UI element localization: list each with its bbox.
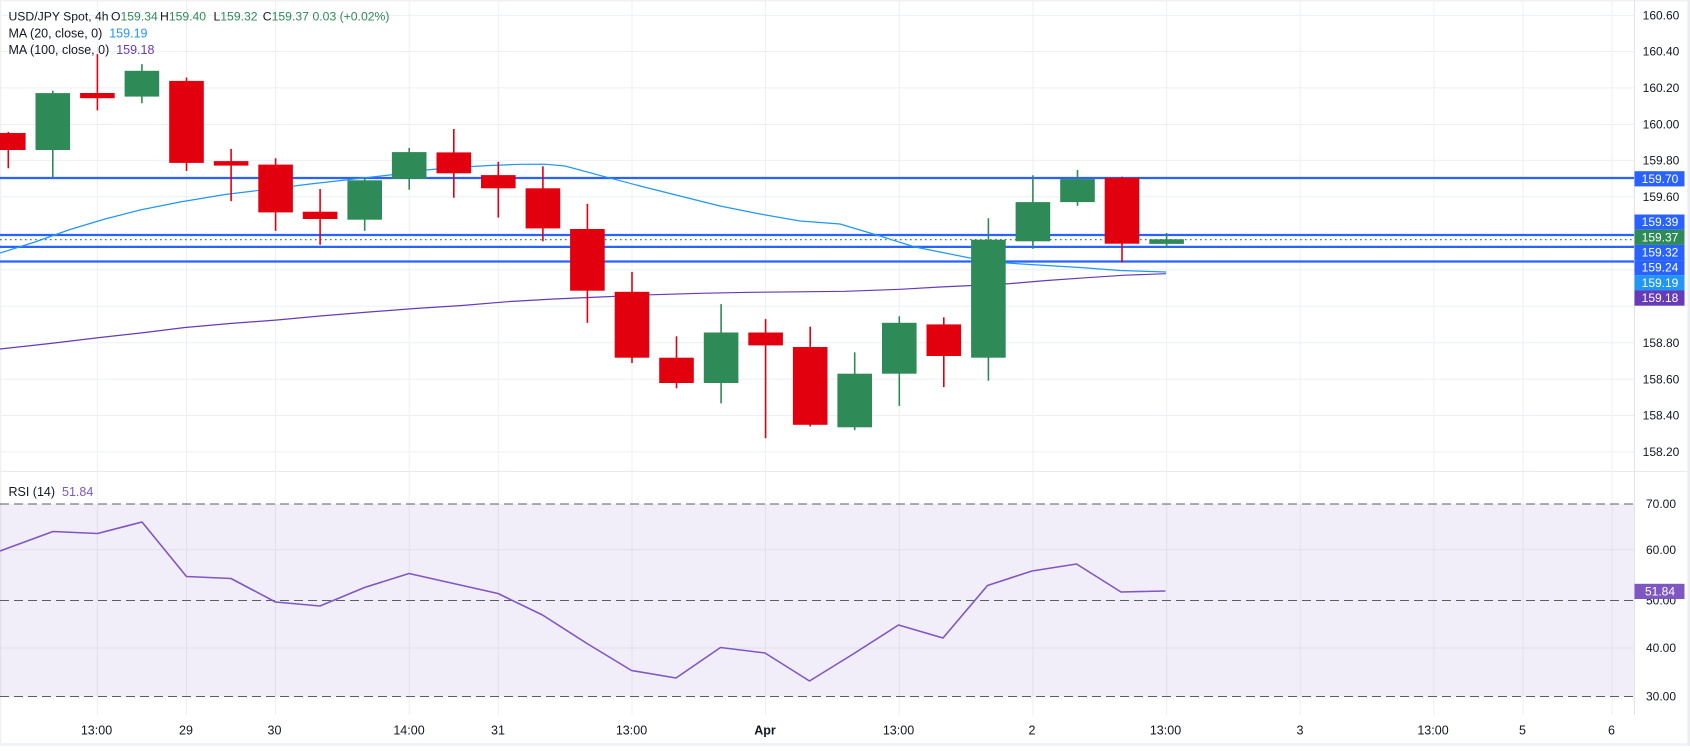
svg-text:MA (20, close, 0) 159.19: MA (20, close, 0) 159.19 — [9, 26, 148, 40]
svg-text:L159.32: L159.32 — [214, 10, 258, 24]
svg-text:USD/JPY Spot, 4h: USD/JPY Spot, 4h — [9, 10, 109, 24]
svg-text:158.60: 158.60 — [1643, 372, 1680, 386]
svg-text:31: 31 — [491, 724, 505, 738]
svg-text:6: 6 — [1608, 724, 1615, 738]
svg-text:159.39: 159.39 — [1642, 215, 1679, 229]
svg-text:13:00: 13:00 — [616, 724, 647, 738]
svg-text:158.40: 158.40 — [1643, 409, 1680, 423]
svg-text:H159.40: H159.40 — [160, 10, 206, 24]
svg-text:159.24: 159.24 — [1642, 261, 1679, 275]
svg-text:MA (100, close, 0) 159.18: MA (100, close, 0) 159.18 — [9, 43, 155, 57]
svg-text:159.32: 159.32 — [1642, 246, 1679, 260]
svg-text:14:00: 14:00 — [393, 724, 424, 738]
svg-text:O159.34: O159.34 — [111, 10, 158, 24]
svg-text:13:00: 13:00 — [1417, 724, 1448, 738]
svg-text:5: 5 — [1519, 724, 1526, 738]
svg-text:C159.37: C159.37 — [263, 10, 309, 24]
svg-text:160.00: 160.00 — [1643, 118, 1680, 132]
svg-text:159.80: 159.80 — [1643, 154, 1680, 168]
svg-text:159.70: 159.70 — [1642, 172, 1679, 186]
svg-text:13:00: 13:00 — [1150, 724, 1181, 738]
svg-text:160.40: 160.40 — [1643, 45, 1680, 59]
svg-text:30: 30 — [268, 724, 282, 738]
svg-text:30.00: 30.00 — [1646, 690, 1676, 704]
svg-text:70.00: 70.00 — [1646, 497, 1676, 511]
svg-text:40.00: 40.00 — [1646, 641, 1676, 655]
svg-text:13:00: 13:00 — [81, 724, 112, 738]
svg-text:13:00: 13:00 — [883, 724, 914, 738]
svg-text:51.84: 51.84 — [1645, 584, 1675, 598]
svg-text:60.00: 60.00 — [1646, 543, 1676, 557]
svg-text:158.80: 158.80 — [1643, 336, 1680, 350]
svg-text:159.19: 159.19 — [1642, 276, 1679, 290]
svg-text:160.60: 160.60 — [1643, 9, 1680, 23]
svg-text:159.18: 159.18 — [1642, 291, 1679, 305]
svg-text:Apr: Apr — [754, 724, 776, 738]
svg-text:3: 3 — [1297, 724, 1304, 738]
svg-text:158.20: 158.20 — [1643, 445, 1680, 459]
svg-text:159.60: 159.60 — [1643, 190, 1680, 204]
svg-text:RSI (14) 51.84: RSI (14) 51.84 — [9, 485, 94, 499]
svg-text:159.37: 159.37 — [1642, 230, 1679, 244]
svg-text:2: 2 — [1029, 724, 1036, 738]
svg-text:0.03 (+0.02%): 0.03 (+0.02%) — [313, 10, 390, 24]
svg-text:29: 29 — [179, 724, 193, 738]
svg-text:160.20: 160.20 — [1643, 81, 1680, 95]
